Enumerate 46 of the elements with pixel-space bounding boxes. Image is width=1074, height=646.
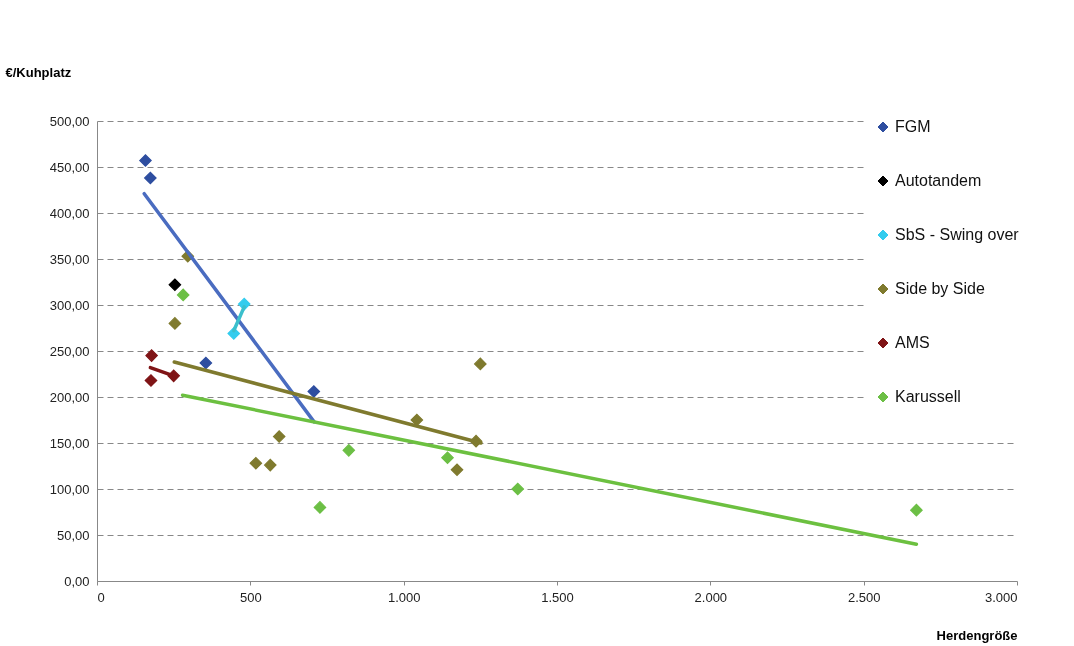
y-tick-label: 100,00	[49, 481, 90, 497]
legend-label: Karussell	[895, 388, 961, 405]
point	[272, 430, 286, 443]
point	[263, 458, 277, 472]
y-tick-label: 300,00	[49, 297, 90, 313]
x-tick-label: 2.500	[847, 589, 881, 605]
point	[168, 317, 182, 330]
point	[342, 444, 356, 457]
point	[441, 451, 454, 465]
y-tick-label: 400,00	[49, 205, 90, 221]
y-tick-label: 250,00	[49, 343, 90, 359]
x-tick-label: 500	[239, 589, 262, 605]
point	[307, 385, 321, 398]
point	[144, 374, 158, 387]
legend-label: AMS	[895, 334, 930, 351]
legend-label: FGM	[895, 118, 931, 135]
y-tick-label: 200,00	[49, 389, 90, 405]
point	[139, 154, 152, 167]
point	[450, 463, 464, 476]
y-axis-title: €/Kuhplatz	[5, 64, 72, 80]
y-tick-label: 450,00	[49, 159, 90, 175]
x-axis-title: Herdengröße	[936, 627, 1018, 643]
point	[511, 482, 525, 496]
x-tick-label: 2.000	[694, 589, 728, 605]
x-tick-label: 3.000	[984, 589, 1018, 605]
y-tick-label: 50,00	[56, 527, 90, 543]
point	[410, 413, 424, 427]
point	[168, 278, 182, 292]
x-tick-label: 0	[97, 589, 105, 605]
legend-label: Side by Side	[895, 280, 985, 297]
point	[145, 349, 158, 362]
y-tick-label: 0,00	[64, 573, 90, 589]
x-tick-label: 1.500	[541, 589, 574, 605]
point	[176, 288, 190, 302]
point	[910, 503, 923, 517]
legend-label: Autotandem	[895, 172, 982, 189]
point	[199, 356, 213, 370]
legend-label: SbS - Swing over	[895, 226, 1020, 243]
x-tick-label: 1.000	[387, 589, 421, 605]
point	[474, 357, 487, 371]
y-tick-label: 350,00	[49, 251, 90, 267]
point	[144, 171, 157, 185]
y-tick-label: 500,00	[49, 113, 90, 129]
point	[313, 501, 327, 514]
y-tick-label: 150,00	[49, 435, 90, 451]
point	[249, 456, 263, 470]
